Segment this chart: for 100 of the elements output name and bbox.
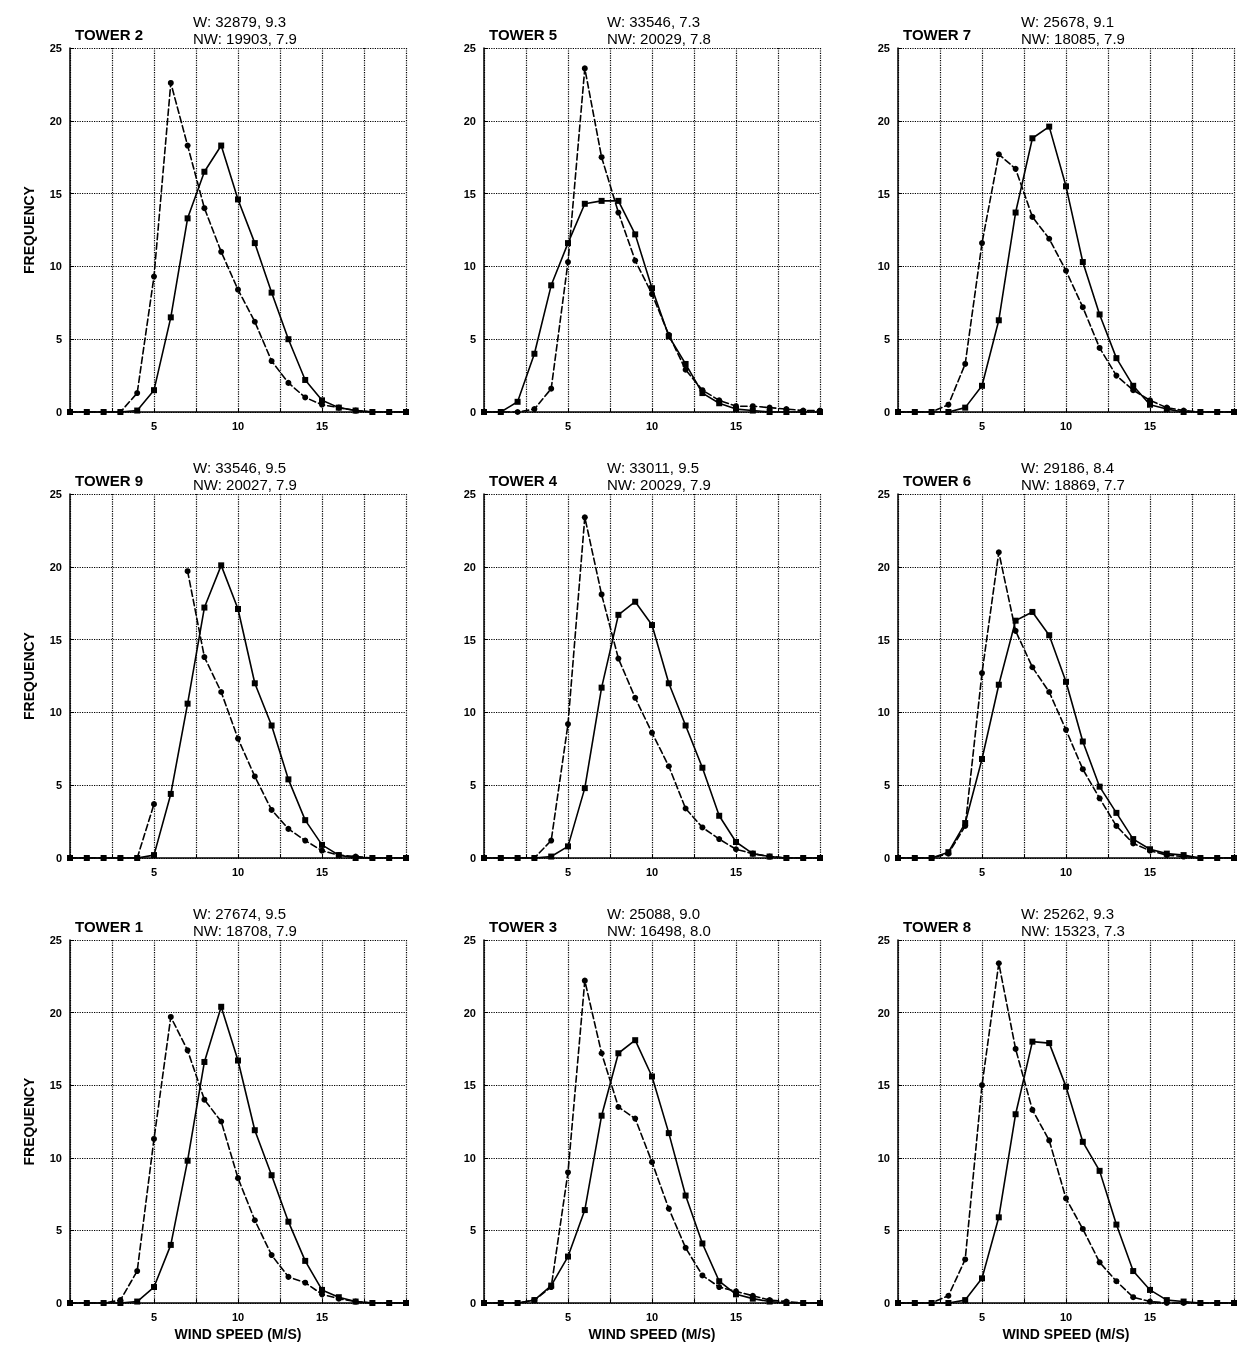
- y-tick-label: 0: [469, 406, 476, 418]
- x-tick-label: 5: [150, 419, 158, 432]
- y-tick-label: 25: [877, 934, 890, 946]
- y-tick-label: 25: [49, 934, 62, 946]
- y-tick-label: 5: [55, 1224, 62, 1237]
- y-tick-label: 20: [463, 114, 476, 127]
- chart-title: TOWER 3: [489, 918, 558, 935]
- text: NW: 15323, 7.3: [1021, 922, 1125, 939]
- y-tick-label: 15: [49, 633, 62, 646]
- y-tick-label: 15: [463, 633, 476, 646]
- chart-title: TOWER 5: [489, 26, 558, 43]
- y-tick-label: 15: [877, 633, 890, 646]
- text: W: 33546, 7.3: [607, 13, 701, 30]
- y-tick-label: 25: [877, 42, 890, 54]
- x-tick-label: 15: [315, 419, 329, 432]
- y-tick-label: 0: [469, 852, 476, 864]
- y-tick-label: 20: [49, 114, 62, 127]
- x-tick-label: 10: [231, 865, 245, 878]
- y-tick-label: 5: [469, 333, 476, 346]
- y-tick-label: 5: [55, 779, 62, 792]
- text: W: 29186, 8.4: [1021, 459, 1115, 476]
- x-axis-title: WIND SPEED (M/S): [1002, 1326, 1130, 1342]
- y-axis-title: FREQUENCY: [21, 185, 37, 274]
- text: W: 27674, 9.5: [193, 905, 287, 922]
- text: NW: 20029, 7.9: [607, 476, 711, 493]
- x-tick-label: 5: [978, 1310, 986, 1323]
- y-tick-label: 15: [463, 187, 476, 200]
- text: W: 33546, 9.5: [193, 459, 287, 476]
- text: NW: 18085, 7.9: [1021, 30, 1125, 47]
- y-tick-label: 25: [877, 488, 890, 500]
- y-tick-label: 0: [883, 1297, 890, 1309]
- x-tick-label: 5: [564, 865, 572, 878]
- x-tick-label: 15: [315, 1310, 329, 1323]
- y-tick-label: 20: [463, 560, 476, 573]
- text: NW: 19903, 7.9: [193, 30, 297, 47]
- y-tick-label: 20: [877, 560, 890, 573]
- y-tick-label: 20: [463, 1006, 476, 1019]
- text: NW: 18708, 7.9: [193, 922, 297, 939]
- x-tick-label: 10: [645, 865, 659, 878]
- x-tick-label: 10: [1059, 1310, 1073, 1323]
- x-tick-label: 10: [645, 1310, 659, 1323]
- chart-title: TOWER 2: [75, 26, 144, 43]
- y-tick-label: 5: [883, 779, 890, 792]
- x-tick-label: 5: [564, 419, 572, 432]
- y-tick-label: 0: [883, 852, 890, 864]
- x-tick-label: 10: [231, 1310, 245, 1323]
- y-tick-label: 10: [877, 706, 890, 719]
- y-tick-label: 25: [49, 42, 62, 54]
- x-tick-label: 5: [564, 1310, 572, 1323]
- y-tick-label: 0: [469, 1297, 476, 1309]
- y-tick-label: 15: [49, 187, 62, 200]
- text: NW: 20029, 7.8: [607, 30, 711, 47]
- x-tick-label: 10: [1059, 865, 1073, 878]
- y-tick-label: 20: [877, 1006, 890, 1019]
- text: NW: 16498, 8.0: [607, 922, 711, 939]
- y-tick-label: 10: [49, 706, 62, 719]
- y-tick-label: 10: [463, 260, 476, 273]
- x-tick-label: 15: [1143, 1310, 1157, 1323]
- y-tick-label: 10: [463, 706, 476, 719]
- y-tick-label: 5: [469, 1224, 476, 1237]
- x-tick-label: 5: [978, 865, 986, 878]
- y-tick-label: 20: [49, 1006, 62, 1019]
- y-tick-label: 5: [883, 333, 890, 346]
- y-tick-label: 20: [877, 114, 890, 127]
- x-tick-label: 15: [729, 419, 743, 432]
- y-tick-label: 10: [463, 1151, 476, 1164]
- text: NW: 20027, 7.9: [193, 476, 297, 493]
- x-tick-label: 15: [729, 1310, 743, 1323]
- y-tick-label: 5: [883, 1224, 890, 1237]
- x-tick-label: 10: [645, 419, 659, 432]
- x-tick-label: 15: [729, 865, 743, 878]
- y-tick-label: 5: [469, 779, 476, 792]
- y-tick-label: 25: [463, 488, 476, 500]
- x-tick-label: 10: [1059, 419, 1073, 432]
- x-tick-label: 15: [1143, 865, 1157, 878]
- y-tick-label: 15: [463, 1079, 476, 1092]
- x-axis-title: WIND SPEED (M/S): [174, 1326, 302, 1342]
- chart-title: TOWER 8: [903, 918, 972, 935]
- y-axis-title: FREQUENCY: [21, 631, 37, 720]
- text: W: 25262, 9.3: [1021, 905, 1115, 922]
- y-tick-label: 0: [55, 852, 62, 864]
- y-tick-label: 10: [877, 260, 890, 273]
- y-tick-label: 5: [55, 333, 62, 346]
- y-tick-label: 10: [49, 1151, 62, 1164]
- chart-title: TOWER 4: [489, 472, 558, 489]
- y-tick-label: 0: [55, 406, 62, 418]
- y-tick-label: 25: [49, 488, 62, 500]
- y-tick-label: 0: [883, 406, 890, 418]
- text: W: 25088, 9.0: [607, 905, 701, 922]
- x-tick-label: 5: [150, 1310, 158, 1323]
- x-tick-label: 15: [315, 865, 329, 878]
- chart-title: TOWER 6: [903, 472, 972, 489]
- chart-title: TOWER 1: [75, 918, 144, 935]
- text: W: 25678, 9.1: [1021, 13, 1115, 30]
- chart-title: TOWER 7: [903, 26, 972, 43]
- x-tick-label: 10: [231, 419, 245, 432]
- text: NW: 18869, 7.7: [1021, 476, 1125, 493]
- y-tick-label: 20: [49, 560, 62, 573]
- y-tick-label: 10: [877, 1151, 890, 1164]
- x-tick-label: 15: [1143, 419, 1157, 432]
